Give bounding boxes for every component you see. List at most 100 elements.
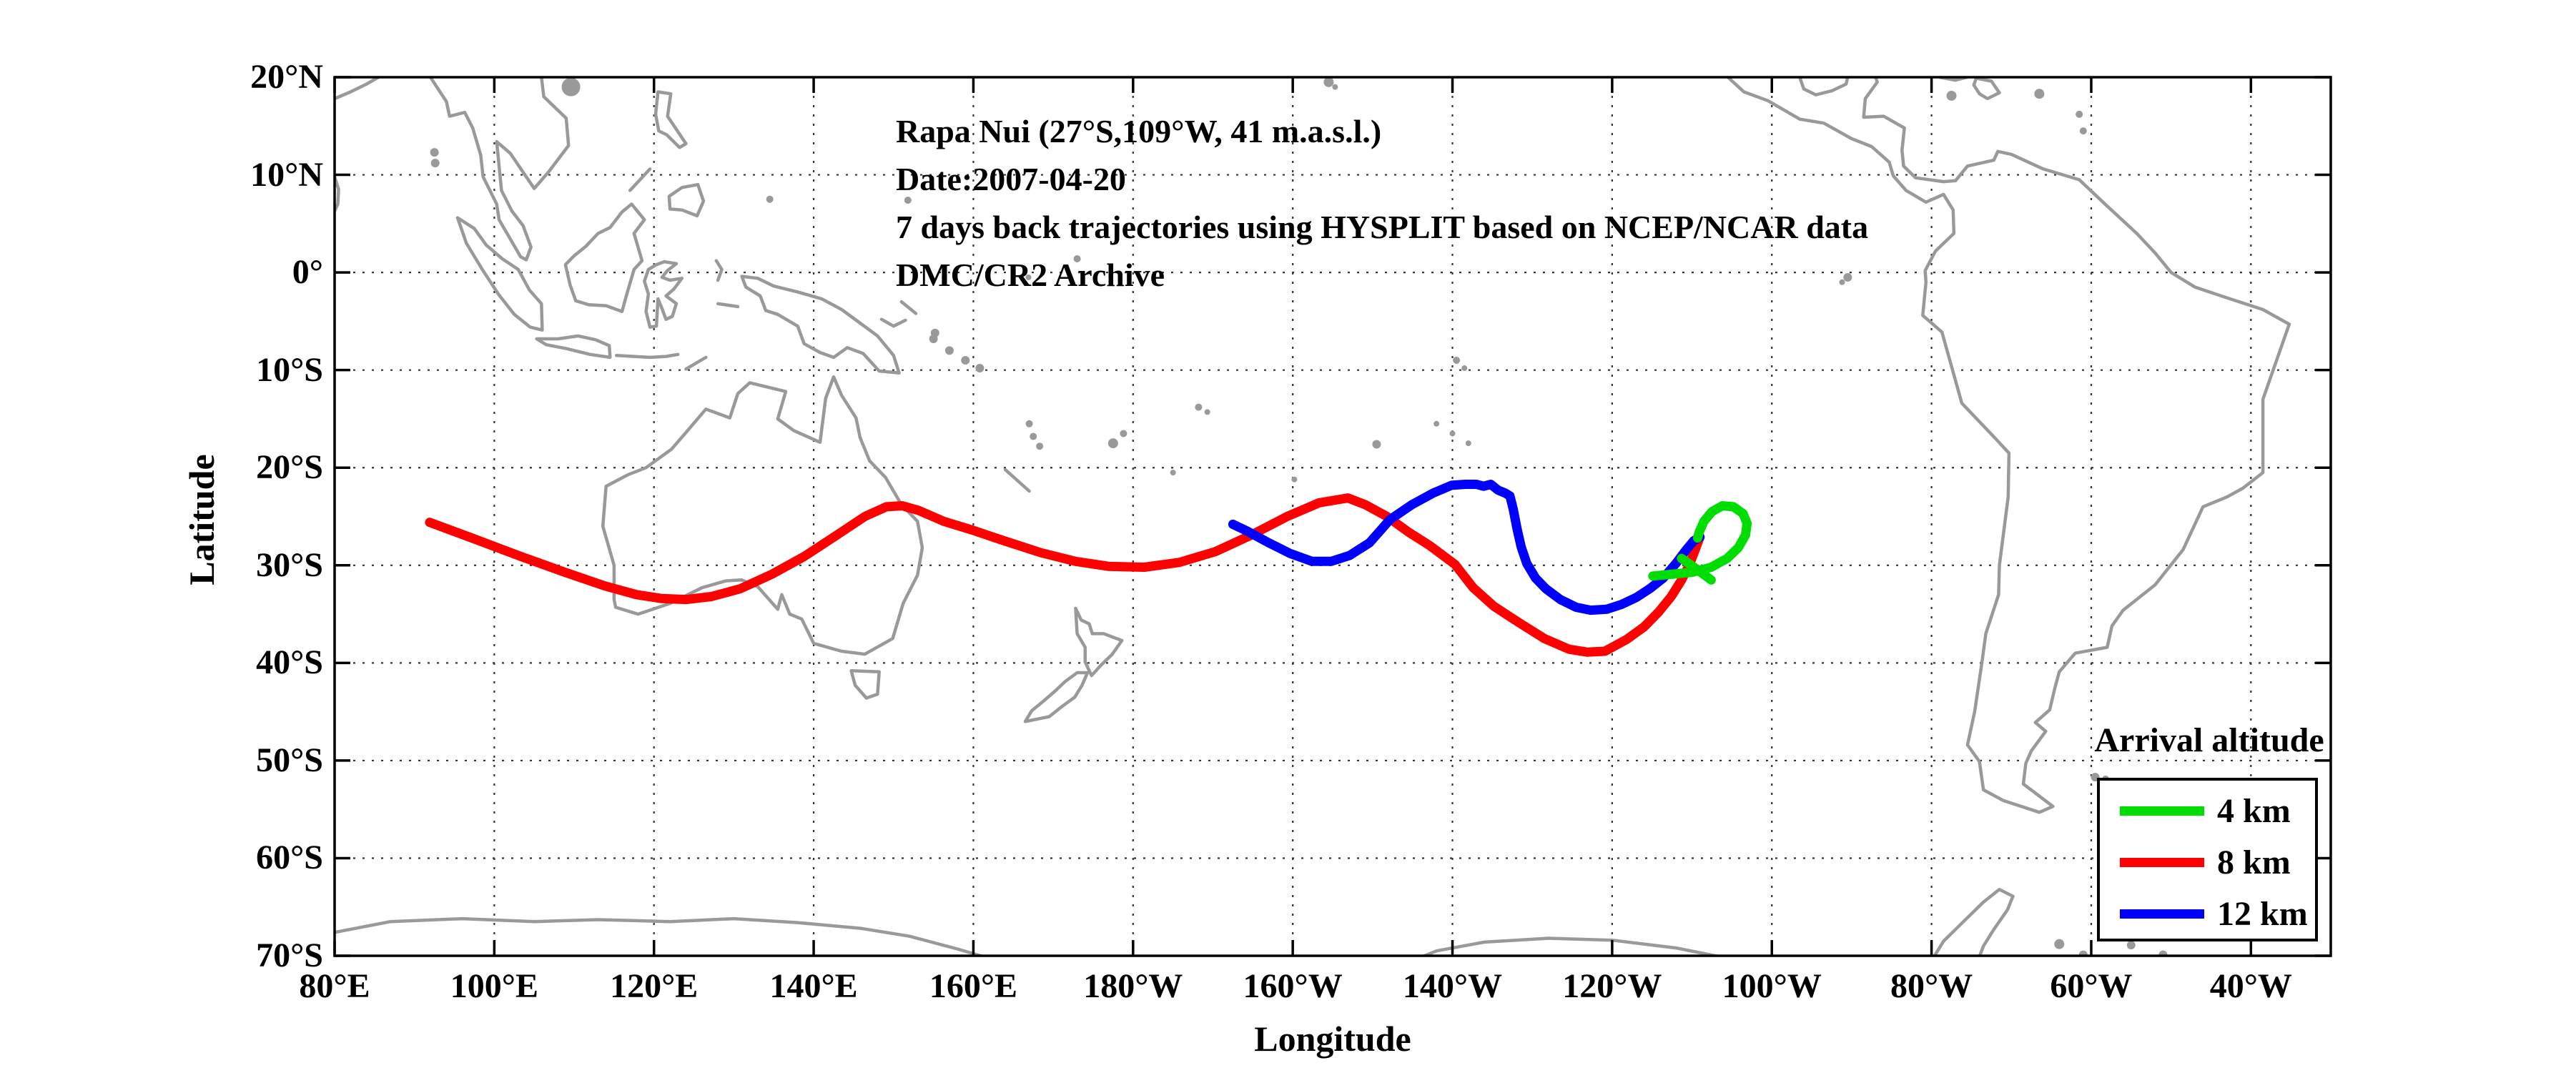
island-puerto-rico	[2034, 89, 2045, 99]
island-samoa-1	[1195, 403, 1203, 411]
coast-india-east-coast	[335, 77, 380, 101]
island-fiji-2	[1120, 430, 1127, 437]
legend-row-4km: 4 km	[2100, 785, 2315, 836]
island-tuamotu-1	[1433, 420, 1440, 427]
legend: 4 km 8 km 12 km	[2097, 778, 2318, 941]
coast-new-britain	[879, 317, 907, 328]
x-tick-label-100°W: 100°W	[1722, 967, 1822, 1005]
island-antarctic-island-4	[2158, 950, 2168, 956]
island-solomon-3	[961, 356, 970, 365]
trajectory-4km-seg0	[1677, 553, 1716, 585]
y-tick-label-60°S: 60°S	[256, 839, 323, 877]
y-tick-label-10°N: 10°N	[250, 155, 323, 194]
island-tahiti	[1372, 440, 1381, 449]
island-hainan	[561, 77, 581, 97]
island-antarctic-island-3	[2126, 941, 2136, 950]
island-vanuatu-2	[1030, 432, 1037, 440]
island-andaman-2	[430, 159, 440, 168]
coast-antarctica-west	[1420, 936, 1724, 956]
y-tick-label-70°S: 70°S	[256, 936, 323, 975]
legend-line-red	[2120, 857, 2204, 867]
legend-title: Arrival altitude	[2094, 721, 2324, 759]
y-tick-label-30°S: 30°S	[256, 545, 323, 584]
coast-australia	[601, 375, 924, 656]
island-antarctic-island-1	[2054, 939, 2065, 949]
island-antilles-2	[2079, 127, 2087, 135]
legend-row-12km: 12 km	[2100, 888, 2315, 939]
x-tick-label-120°W: 120°W	[1562, 967, 1662, 1005]
plot-annotation: Rapa Nui (27°S,109°W, 41 m.a.s.l.) Date:…	[896, 107, 1868, 299]
x-tick-label-100°E: 100°E	[450, 967, 538, 1005]
island-palau	[766, 195, 774, 203]
island-solomon-4	[975, 363, 984, 372]
island-hawaii-big-island	[1323, 77, 1334, 87]
y-tick-label-50°S: 50°S	[256, 741, 323, 779]
x-tick-label-180°W: 180°W	[1083, 967, 1183, 1005]
island-fiji-1	[1107, 438, 1118, 449]
coast-tasmania	[849, 669, 881, 700]
island-tonga	[1170, 470, 1176, 476]
coast-timor	[684, 355, 708, 371]
trajectory-12km	[1228, 480, 1705, 615]
y-tick-label-20°N: 20°N	[250, 58, 323, 96]
legend-line-blue	[2120, 909, 2204, 919]
island-antilles-1	[2076, 110, 2083, 118]
x-tick-label-80°E: 80°E	[299, 967, 370, 1005]
coast-indochina-malaya	[428, 77, 571, 262]
x-tick-label-120°E: 120°E	[610, 967, 699, 1005]
coastlines	[335, 77, 2291, 956]
island-solomon-2	[944, 346, 954, 355]
island-marquesas-1	[1453, 357, 1461, 365]
x-tick-label-60°W: 60°W	[2050, 967, 2133, 1005]
island-vanuatu-1	[1025, 420, 1033, 427]
island-hawaii-2	[1332, 84, 1338, 90]
coast-nz-north-island	[1074, 606, 1124, 678]
x-tick-label-140°W: 140°W	[1402, 967, 1503, 1005]
island-antarctic-island-2	[2078, 950, 2088, 956]
island-tuamotu-2	[1449, 430, 1456, 437]
legend-line-green	[2120, 806, 2204, 816]
legend-row-8km: 8 km	[2100, 836, 2315, 888]
island-jamaica	[1946, 90, 1957, 101]
x-tick-label-160°E: 160°E	[929, 967, 1018, 1005]
island-galapagos-2	[1839, 279, 1845, 285]
island-andaman-1	[430, 148, 439, 157]
island-chuuk	[904, 197, 912, 204]
coast-sulawesi	[643, 259, 684, 329]
coast-new-ireland	[899, 300, 918, 315]
island-samoa-2	[1204, 409, 1210, 415]
coast-americas-mainland	[1726, 77, 2291, 814]
coast-sumatra	[455, 216, 544, 332]
coast-sri-lanka	[335, 175, 340, 213]
x-tick-label-80°W: 80°W	[1890, 967, 1973, 1005]
trajectory-8km	[425, 493, 1705, 657]
x-tick-label-40°W: 40°W	[2209, 967, 2292, 1005]
x-tick-label-160°W: 160°W	[1243, 967, 1343, 1005]
axes-frame	[333, 76, 2332, 957]
y-tick-label-0°: 0°	[292, 253, 323, 292]
y-tick-label-40°S: 40°S	[256, 643, 323, 682]
y-tick-label-10°S: 10°S	[256, 350, 323, 389]
island-bougainville	[930, 328, 939, 337]
island-vanuatu-3	[1036, 442, 1044, 450]
legend-label-12km: 12 km	[2217, 894, 2308, 933]
island-tuamotu-3	[1465, 440, 1471, 447]
island-nauru	[1025, 274, 1032, 280]
island-galapagos-1	[1843, 272, 1852, 282]
coast-hispaniola	[1972, 77, 2001, 101]
coast-seram	[716, 302, 740, 309]
annotation-archive: DMC/CR2 Archive	[896, 257, 1165, 293]
coast-mindanao	[667, 182, 706, 218]
legend-label-4km: 4 km	[2217, 791, 2291, 830]
island-kiribati	[1073, 255, 1081, 263]
annotation-method: 7 days back trajectories using HYSPLIT b…	[896, 209, 1869, 245]
legend-label-8km: 8 km	[2217, 843, 2291, 881]
coast-luzon	[653, 90, 688, 149]
trajectories	[425, 480, 1752, 657]
coast-palawan	[628, 167, 652, 192]
coast-java	[535, 334, 612, 360]
coast-halmahera	[714, 259, 724, 282]
annotation-date: Date:2007-04-20	[896, 161, 1126, 197]
